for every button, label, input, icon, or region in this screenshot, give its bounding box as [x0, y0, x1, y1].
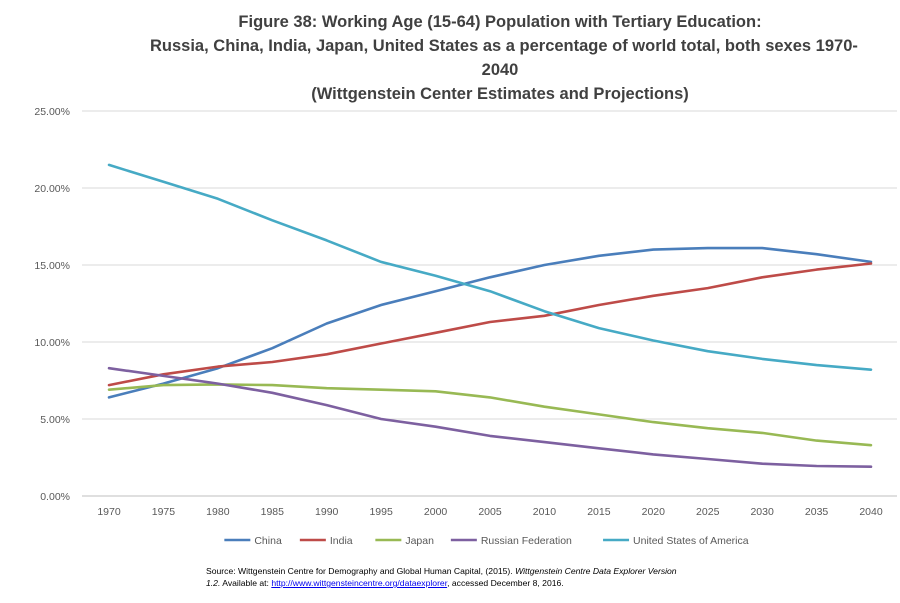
y-tick-label: 5.00% — [40, 414, 70, 426]
source-link[interactable]: http://www.wittgensteincentre.org/dataex… — [271, 578, 448, 588]
x-tick-label: 1970 — [97, 506, 121, 518]
source-prefix: Source: Wittgenstein Centre for Demograp… — [206, 566, 516, 576]
y-tick-label: 0.00% — [40, 491, 70, 503]
legend-label: Japan — [405, 535, 434, 547]
source-suffix: , accessed December 8, 2016. — [447, 578, 564, 588]
legend-label: China — [254, 535, 282, 547]
source-italic-1: Wittgenstein Centre Data Explorer Versio… — [515, 566, 677, 576]
x-tick-label: 2040 — [859, 506, 883, 518]
title-line-2: Russia, China, India, Japan, United Stat… — [150, 37, 858, 55]
legend-label: India — [330, 535, 353, 547]
x-tick-label: 2005 — [478, 506, 502, 518]
legend-label: United States of America — [633, 535, 749, 547]
x-tick-label: 1980 — [206, 506, 230, 518]
line-chart: 0.00% 5.00% 10.00% 15.00% 20.00% 25.00% 1970 19… — [34, 106, 897, 547]
series-line-russian-federation — [107, 366, 873, 468]
y-tick-label: 25.00% — [34, 106, 70, 118]
y-tick-label: 10.00% — [34, 337, 70, 349]
x-tick-label: 1995 — [369, 506, 393, 518]
x-tick-label: 2015 — [587, 506, 611, 518]
title-line-3: 2040 — [481, 61, 519, 79]
x-tick-label: 1985 — [261, 506, 285, 518]
x-tick-label: 1975 — [152, 506, 176, 518]
series-line-united-states-of-america — [107, 163, 873, 371]
x-tick-label: 2020 — [642, 506, 666, 518]
series-line-india — [107, 262, 873, 387]
title-line-1: Figure 38: Working Age (15-64) Populatio… — [238, 13, 762, 31]
x-tick-label: 2030 — [750, 506, 774, 518]
series-line-japan — [107, 383, 873, 447]
x-tick-label: 2010 — [533, 506, 557, 518]
source-italic-2: 1.2. — [206, 578, 221, 588]
chart-title: Figure 38: Working Age (15-64) Populatio… — [150, 10, 858, 106]
x-tick-label: 2025 — [696, 506, 720, 518]
x-tick-label: 2035 — [805, 506, 829, 518]
x-tick-label: 2000 — [424, 506, 448, 518]
y-tick-label: 20.00% — [34, 183, 70, 195]
title-line-4: (Wittgenstein Center Estimates and Proje… — [311, 85, 689, 103]
source-note: Source: Wittgenstein Centre for Demograp… — [206, 565, 677, 589]
x-tick-label: 1990 — [315, 506, 339, 518]
source-mid: Available at: — [220, 578, 272, 588]
series-line-china — [107, 246, 873, 399]
legend-label: Russian Federation — [481, 535, 572, 547]
y-tick-label: 15.00% — [34, 260, 70, 272]
